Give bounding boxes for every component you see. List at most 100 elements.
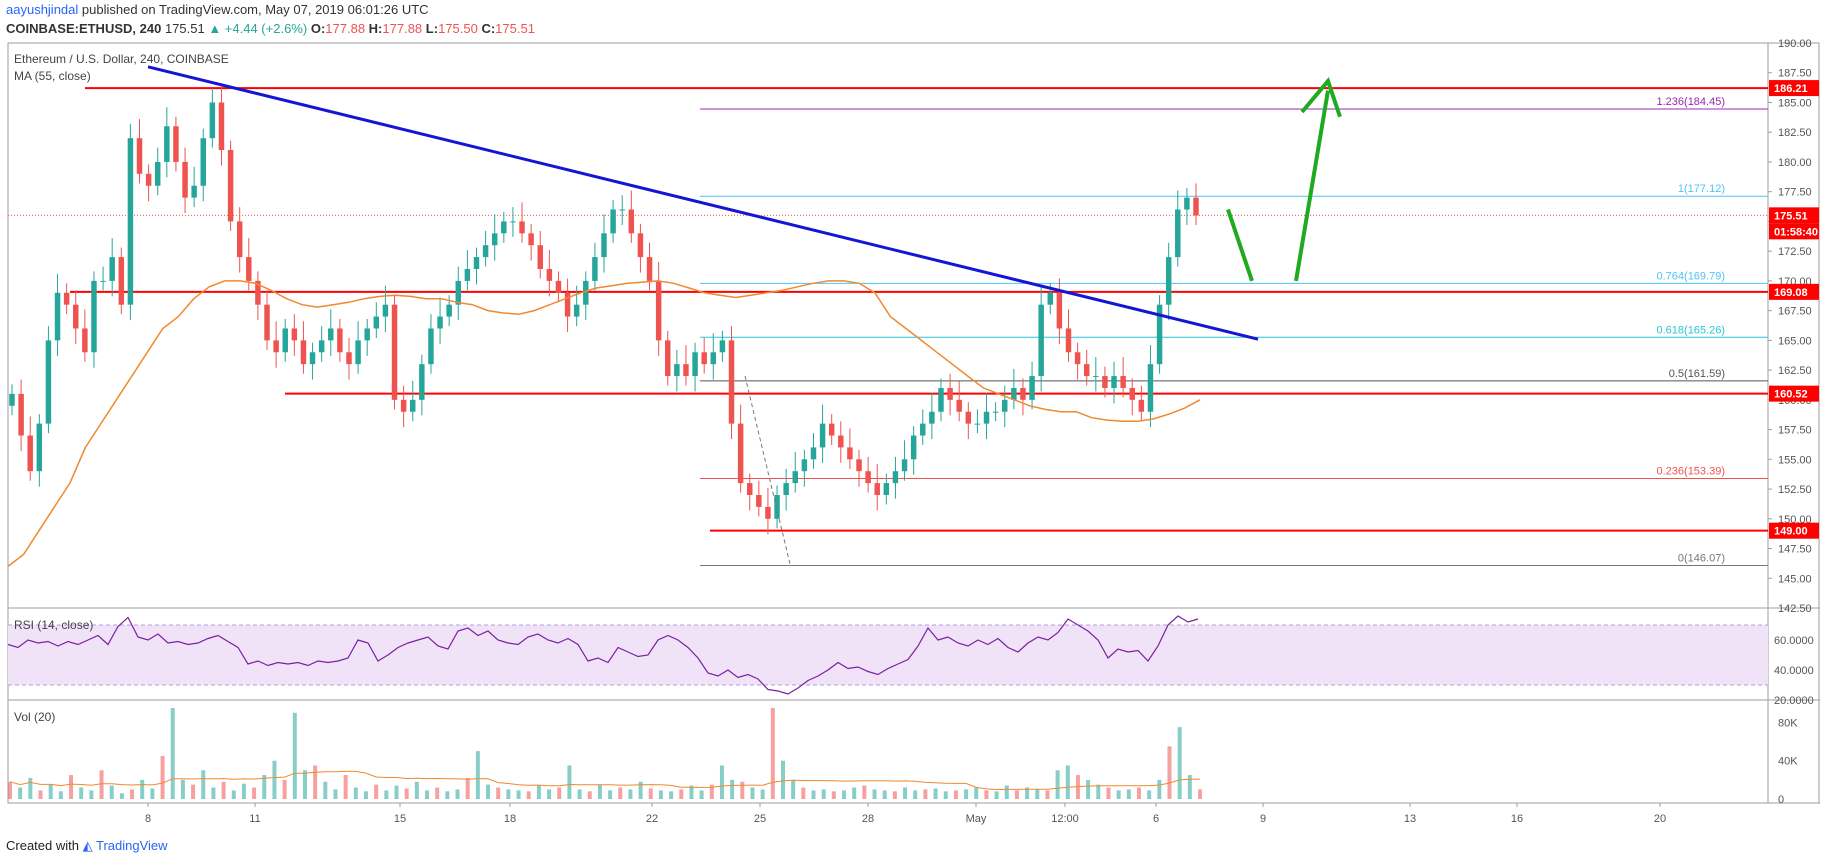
candle-body [473, 257, 480, 269]
tradingview-logo-icon[interactable]: ◭ [82, 838, 93, 853]
candle-body [564, 292, 571, 317]
candle-body [464, 269, 471, 281]
volume-bar [1045, 790, 1050, 799]
volume-bar [984, 790, 989, 799]
volume-bar [150, 788, 155, 799]
arrow-up-path [1294, 90, 1330, 282]
volume-bar [892, 791, 897, 799]
candle-body [1175, 209, 1181, 258]
ma-legend: MA (55, close) [14, 69, 91, 83]
candle-body [218, 102, 225, 151]
candle-body [947, 387, 953, 400]
candle-body [355, 340, 361, 365]
volume-bar [913, 790, 918, 799]
volume-bar [679, 789, 684, 799]
candle-body [792, 471, 798, 484]
volume-bar [821, 789, 826, 799]
price-tick-label: 147.50 [1778, 544, 1812, 556]
author-link[interactable]: aayushjindal [6, 2, 79, 17]
candle-body [164, 126, 170, 162]
candle-body [109, 257, 115, 281]
volume-bar [221, 781, 226, 799]
volume-bar [638, 781, 643, 799]
candle-body [774, 495, 780, 519]
candle-body [127, 138, 134, 305]
volume-bar [597, 784, 602, 799]
candle-body [646, 257, 653, 281]
candle-body [819, 423, 826, 448]
candle-body [1056, 292, 1063, 329]
volume-bar [262, 775, 267, 799]
candle-body [674, 364, 680, 377]
candle-body [1029, 376, 1035, 400]
candle-body [246, 257, 252, 281]
volume-bar [933, 788, 938, 799]
candle-body [847, 447, 853, 460]
candle-body [783, 483, 789, 495]
volume-bar [140, 779, 145, 799]
volume-bar [292, 712, 297, 799]
volume-bar [8, 781, 12, 799]
price-tick-label: 187.50 [1778, 68, 1812, 80]
volume-bar [1014, 790, 1019, 799]
rsi-band [8, 625, 1768, 685]
candle-body [209, 102, 216, 139]
candle-body [191, 185, 197, 198]
volume-bar [435, 787, 440, 799]
candle-body [18, 393, 24, 436]
candle-body [1120, 376, 1126, 388]
price-axis-tag-label: 01:58:40 [1774, 226, 1818, 238]
volume-bar [28, 777, 33, 799]
candle-body [91, 280, 97, 353]
candle-body [1129, 387, 1135, 400]
volume-bar [333, 789, 338, 799]
volume-bar [1116, 790, 1121, 799]
candle-body [683, 364, 689, 377]
candle-body [756, 495, 762, 507]
candle-body [1138, 399, 1145, 412]
tradingview-brand[interactable]: TradingView [96, 838, 168, 853]
candle-body [765, 506, 771, 519]
chart-title: Ethereum / U.S. Dollar, 240, COINBASE [14, 52, 229, 66]
fib-level-label: 1.236(184.45) [1657, 96, 1726, 108]
candle-body [546, 269, 553, 281]
price-tick-label: 185.00 [1778, 97, 1812, 109]
volume-bar [872, 789, 877, 799]
price-axis-tag-label: 175.51 [1774, 210, 1808, 222]
candle-body [291, 328, 298, 341]
volume-bar [903, 787, 908, 799]
volume-bar [313, 765, 318, 799]
time-tick-label: 22 [646, 813, 658, 825]
volume-bar [516, 790, 521, 799]
volume-bar [1157, 779, 1162, 799]
candle-body [227, 150, 234, 222]
fib-level-label: 1(177.12) [1678, 183, 1725, 195]
candle-body [419, 364, 425, 400]
candle-body [73, 304, 79, 329]
candle-body [264, 304, 270, 341]
candle-body [255, 280, 261, 305]
candle-body [692, 352, 698, 377]
candle-body [173, 126, 179, 162]
candle-body [1156, 304, 1163, 365]
candle-body [537, 245, 543, 269]
candle-body [63, 292, 70, 305]
candle-body [410, 399, 416, 412]
arrow-head [1300, 77, 1342, 118]
volume-bar [648, 788, 653, 799]
volume-bar [526, 791, 531, 799]
candle-body [1111, 376, 1117, 388]
volume-bar [394, 785, 399, 799]
volume-bar [801, 787, 806, 799]
candle-body [45, 340, 52, 424]
candle-body [573, 304, 580, 317]
candle-body [1038, 304, 1044, 377]
candle-body [346, 352, 352, 365]
price-tick-label: 165.00 [1778, 335, 1812, 347]
volume-bar [730, 779, 735, 799]
candle-body [1083, 364, 1090, 377]
arrow-down-path [1226, 208, 1254, 282]
volume-bar [69, 775, 74, 799]
fib-level-label: 0.236(153.39) [1657, 465, 1726, 477]
